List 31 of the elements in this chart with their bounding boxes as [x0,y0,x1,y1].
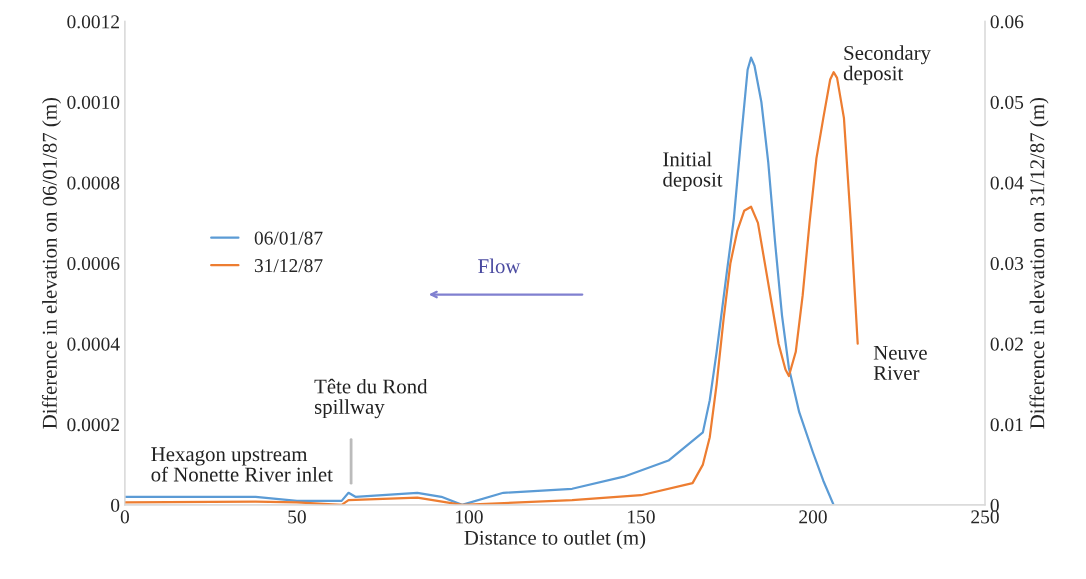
y2-tick-label: 0 [990,498,999,512]
legend-label: 06/01/87 [254,231,323,245]
y2-tick-label: 0.04 [990,176,1024,190]
annotation: Neuve River [873,345,927,381]
y2-tick-label: 0.06 [990,15,1024,29]
y-tick-label: 0 [111,498,120,512]
x-tick-label: 250 [971,510,999,524]
y2-tick-label: 0.01 [990,418,1023,432]
x-axis-title: Distance to outlet (m) [464,530,646,550]
x-tick-label: 100 [456,510,483,524]
y-axis-title: Difference in elevation on 06/01/87 (m) [41,97,61,429]
x-tick-label: 150 [628,510,655,524]
x-tick-label: 0 [120,510,130,524]
legend-label: 31/12/87 [254,259,323,273]
x-tick-label: 200 [799,510,827,524]
annotation: Hexagon upstream of Nonette River inlet [151,447,333,482]
annotation: Flow [478,258,521,274]
x-tick-label: 50 [288,510,306,524]
y2-tick-label: 0.03 [990,256,1024,271]
y-tick-label: 0.0002 [67,418,119,432]
y-tick-label: 0.0004 [67,337,120,351]
annotation: Secondary deposit [843,45,931,85]
y2-axis-title: Difference in elevation on 31/12/87 (m) [1029,97,1049,429]
annotation: Initial deposit [663,151,723,191]
y-tick-label: 0.0006 [67,256,120,271]
y-tick-label: 0.0010 [67,95,120,110]
annotation: Tête du Rond spillway [314,378,428,419]
y-tick-label: 0.0012 [67,15,119,29]
y2-tick-label: 0.05 [990,95,1024,110]
y-tick-label: 0.0008 [67,176,120,190]
y2-tick-label: 0.02 [990,337,1023,351]
